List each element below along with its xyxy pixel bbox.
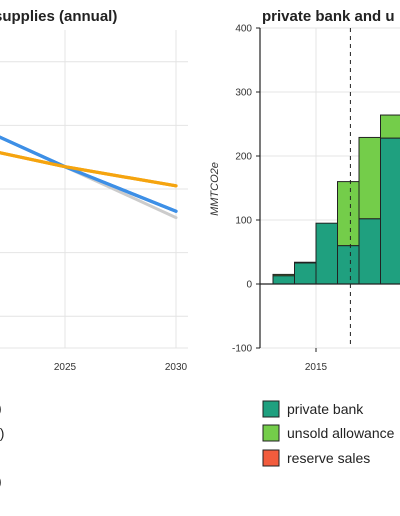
- legend-label-fragment: n): [0, 425, 4, 441]
- bar-segment-private-bank: [272, 275, 295, 285]
- legend-label-reserve-sales: reserve sales: [287, 450, 370, 466]
- private-bank-chart-title: private bank and u: [262, 8, 395, 25]
- supplies-series-line: [0, 151, 178, 188]
- private-bank-y-tick-label: 400: [235, 24, 252, 35]
- supplies-chart-title: supplies (annual): [0, 8, 117, 25]
- private-bank-y-tick-label: 0: [246, 280, 252, 291]
- bar-segment-private-bank: [294, 262, 317, 285]
- supplies-gridlines: [0, 30, 188, 349]
- bar-segment-unsold-allowance: [337, 181, 360, 247]
- private-bank-legend: private bank unsold allowance reserve sale…: [262, 400, 395, 467]
- supplies-x-tick-label: 2030: [165, 362, 188, 373]
- bar-segment-unsold-allowance: [358, 136, 381, 220]
- bar-segment-private-bank: [315, 222, 338, 285]
- supplies-series: [0, 135, 178, 220]
- private-bank-y-tick-label: -100: [232, 344, 252, 355]
- supplies-x-tick-label: 2025: [54, 362, 77, 373]
- private-bank-y-tick-label: 100: [235, 216, 252, 227]
- private-bank-x-tick-label: 2015: [305, 362, 328, 373]
- supplies-chart: supplies (annual) 2025 2030 ) n)): [0, 8, 188, 489]
- legend-swatch-unsold-allowance: [262, 424, 280, 442]
- bar-segment-unsold-allowance: [380, 114, 400, 139]
- bar-segment-private-bank: [337, 245, 360, 285]
- private-bank-axes: [259, 28, 400, 348]
- private-bank-y-tick-label: 200: [235, 152, 252, 163]
- legend-swatch-private-bank: [262, 400, 280, 418]
- private-bank-y-ticks: -100 0 100 200 300 400: [232, 24, 260, 355]
- private-bank-y-tick-label: 300: [235, 88, 252, 99]
- private-bank-x-ticks: 2015: [305, 348, 328, 373]
- bar-segment-unsold-allowance: [294, 261, 317, 264]
- bar-segment-unsold-allowance: [272, 273, 295, 277]
- legend-swatch-reserve-sales: [262, 449, 280, 467]
- legend-label-private-bank: private bank: [287, 401, 364, 417]
- bar-segment-private-bank: [380, 137, 400, 285]
- supplies-legend-fragments: ) n)): [0, 400, 4, 489]
- bar-segment-private-bank: [358, 218, 381, 285]
- legend-label-fragment: ): [0, 473, 2, 489]
- y-axis-label: MMTCO2e: [209, 162, 221, 216]
- private-bank-chart: private bank and u MMTCO2e -100 0 100 200 30…: [209, 8, 400, 467]
- private-bank-bars: [272, 114, 400, 285]
- supplies-x-ticks: 2025 2030: [54, 362, 188, 373]
- legend-label-fragment: ): [0, 400, 2, 416]
- legend-label-unsold-allowance: unsold allowance: [287, 425, 395, 441]
